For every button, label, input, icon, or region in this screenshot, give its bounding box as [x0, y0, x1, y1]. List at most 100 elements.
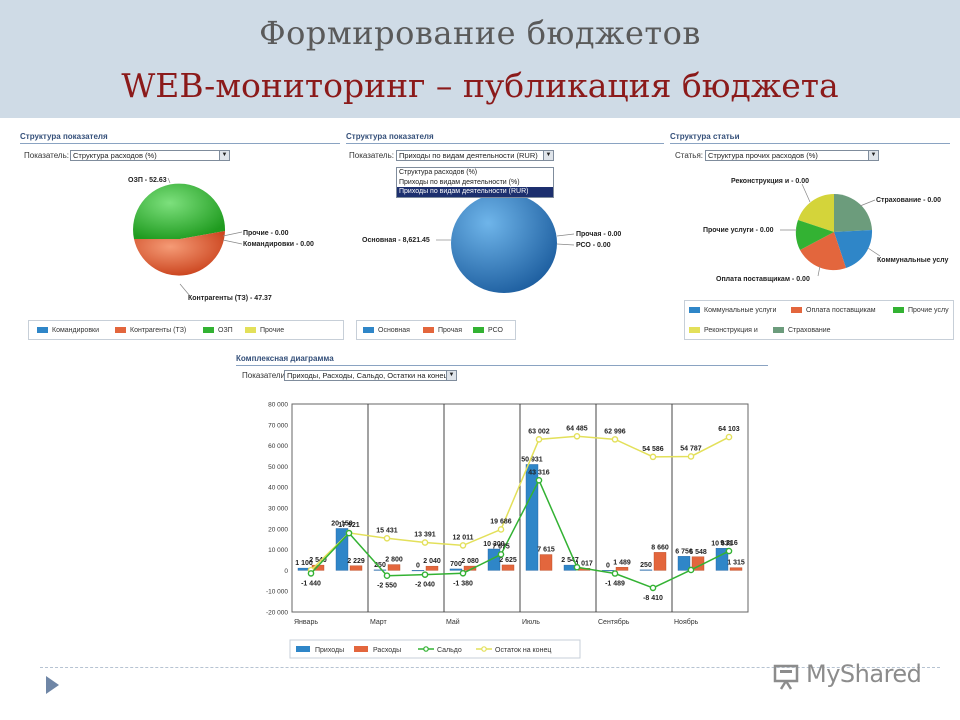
bar-expense — [653, 552, 667, 571]
point-remainder — [687, 453, 695, 460]
panel-1-select-value: Структура расходов (%) — [73, 151, 157, 160]
panel-3-field-label: Статья: — [675, 151, 704, 160]
label-expense: 2 540 — [309, 557, 327, 564]
bar-income — [487, 548, 501, 571]
label-income: 50 931 — [521, 456, 543, 463]
label-expense: 2 229 — [347, 558, 365, 565]
combo-select[interactable]: Приходы, Расходы, Сальдо, Остатки на кон… — [284, 370, 457, 381]
label-income: 6 756 — [675, 548, 693, 555]
legend-marker — [481, 646, 487, 652]
y-tick-label: -20 000 — [266, 610, 288, 617]
chevron-down-icon[interactable]: ▼ — [868, 151, 878, 160]
chevron-down-icon[interactable]: ▼ — [446, 371, 456, 380]
point-balance — [687, 566, 695, 574]
point-remainder — [535, 436, 543, 443]
y-tick-label: 70 000 — [268, 422, 288, 429]
legend-item: ОЗП — [203, 327, 233, 334]
label-remainder: 12 011 — [452, 534, 473, 541]
pie-label-insurance: Страхование - 0.00 — [876, 197, 941, 204]
label-income: 1 100 — [295, 560, 313, 567]
legend-item: Страхование — [773, 327, 831, 334]
pie-label-suppliers: Оплата поставщикам - 0.00 — [716, 276, 810, 283]
point-remainder — [611, 436, 619, 443]
combo-field-label: Показатели: — [242, 371, 288, 380]
label-expense: 2 625 — [499, 557, 517, 564]
chevron-down-icon[interactable]: ▼ — [543, 151, 553, 160]
label-income: 250 — [640, 562, 652, 569]
panel-3-select-value: Структура прочих расходов (%) — [708, 151, 818, 160]
label-income: 250 — [374, 562, 386, 569]
bar-expense — [501, 564, 515, 571]
label-remainder: 64 103 — [718, 426, 740, 433]
legend-label: Расходы — [373, 647, 401, 654]
point-balance — [649, 584, 657, 592]
label-expense: 6 548 — [689, 549, 707, 556]
point-remainder — [421, 539, 429, 546]
dropdown-option[interactable]: Структура расходов (%) — [399, 169, 478, 176]
panel-2-title: Структура показателя — [346, 131, 664, 144]
legend-3: Коммунальные услуги Оплата поставщикам П… — [684, 300, 954, 340]
panel-3-select[interactable]: Структура прочих расходов (%) ▼ — [705, 150, 879, 161]
pie-label-trips: Командировки - 0.00 — [243, 241, 314, 248]
y-tick-label: -10 000 — [266, 589, 288, 596]
label-balance: -1 380 — [453, 580, 473, 587]
legend-item: Контрагенты (ТЗ) — [115, 327, 186, 334]
label-remainder: 63 002 — [528, 428, 550, 435]
point-balance — [307, 570, 315, 577]
panel-2-dropdown-list[interactable]: Структура расходов (%) Приходы по видам … — [396, 167, 554, 198]
legend-item: Прочая — [423, 327, 462, 334]
pie-slice-contragents — [134, 231, 225, 276]
pie-slice-utilities — [834, 230, 873, 268]
label-remainder: 13 391 — [414, 532, 436, 539]
point-balance — [383, 572, 391, 580]
legend-item: Основная — [363, 327, 410, 334]
dropdown-option-selected[interactable]: Приходы по видам деятельности (RUR) — [397, 187, 553, 197]
panel-1-field-label: Показатель: — [24, 151, 69, 160]
label-balance: -2 040 — [415, 582, 435, 589]
pie-label-other-services: Прочие услуги - 0.00 — [703, 227, 774, 234]
combo-chart-svg: 80 000 70 000 60 000 50 000 40 000 30 000 20 0… — [266, 402, 749, 659]
label-remainder: 62 996 — [604, 428, 626, 435]
presentation-icon — [773, 664, 799, 690]
label-income: 10 300 — [483, 541, 505, 548]
panel-1-select[interactable]: Структура расходов (%) ▼ — [70, 150, 230, 161]
label-remainder: 54 787 — [680, 445, 702, 452]
dropdown-option[interactable]: Приходы по видам деятельности (%) — [399, 178, 520, 186]
point-remainder — [725, 433, 733, 441]
point-balance — [345, 529, 353, 537]
bar-expense — [425, 565, 439, 571]
pie-label-other: Прочая - 0.00 — [576, 231, 621, 238]
legend-item: Командировки — [37, 327, 99, 334]
pie-label-reconstruction: Реконструкция и - 0.00 — [731, 178, 809, 185]
label-balance: 43 316 — [528, 469, 550, 476]
combo-title: Комплексная диаграмма — [236, 353, 768, 366]
label-expense: 2 800 — [385, 557, 403, 564]
label-income: 0 — [606, 562, 610, 569]
chevron-down-icon[interactable]: ▼ — [219, 151, 229, 160]
x-tick-label: Сентябрь — [598, 618, 630, 626]
divider — [40, 667, 940, 668]
label-balance: -1 440 — [301, 580, 321, 587]
label-expense: 2 080 — [461, 558, 479, 565]
bar-expense — [349, 565, 363, 571]
label-expense: 7 615 — [537, 547, 555, 554]
point-remainder — [573, 432, 581, 440]
label-income: 700 — [450, 561, 462, 568]
bar-expense — [615, 567, 629, 571]
label-balance: 9 316 — [720, 540, 738, 547]
legend-swatch — [354, 646, 368, 652]
panel-2-field-label: Показатель: — [349, 151, 394, 160]
label-income: 0 — [416, 562, 420, 569]
label-income: 10 631 — [711, 540, 733, 547]
panel-3-title: Структура статьи — [670, 131, 950, 144]
label-expense: 8 660 — [651, 544, 669, 551]
label-expense: 1 017 — [575, 560, 593, 567]
bar-income — [525, 464, 539, 571]
slide-subtitle: WEB-мониторинг – публикация бюджета — [121, 66, 839, 105]
pie-label-utilities: Коммунальные услу — [877, 257, 948, 264]
panel-2-select-value: Приходы по видам деятельности (RUR) — [399, 151, 538, 160]
play-icon[interactable] — [46, 676, 59, 694]
pie-label-contragents: Контрагенты (ТЗ) - 47.37 — [188, 295, 272, 302]
y-tick-label: 50 000 — [268, 464, 288, 471]
panel-2-select[interactable]: Приходы по видам деятельности (RUR) ▼ — [396, 150, 554, 161]
